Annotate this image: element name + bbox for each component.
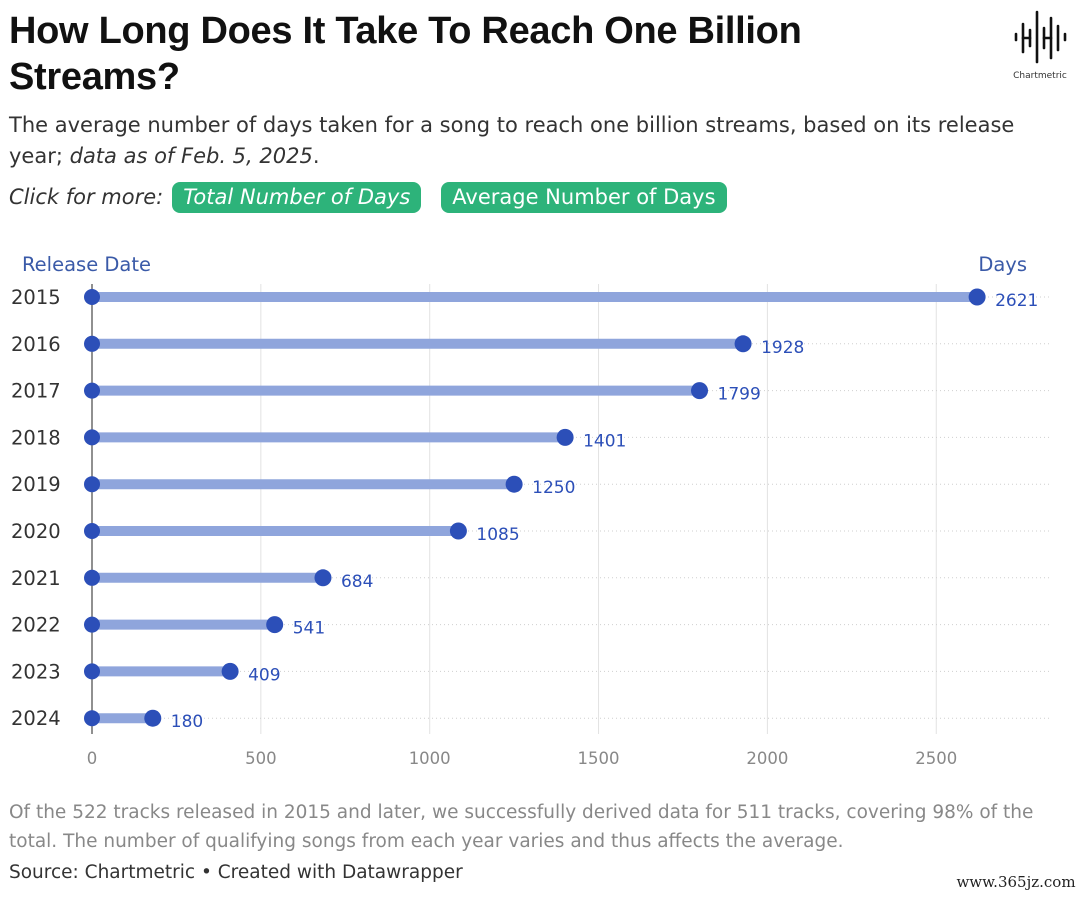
click-for-more-label: Click for more: — [9, 185, 164, 209]
value-label-2022: 541 — [293, 619, 325, 639]
end-dot-2017 — [691, 382, 709, 400]
category-label-2018: 2018 — [11, 426, 61, 449]
watermark: www.365jz.com — [953, 868, 1079, 896]
subtitle-date: data as of Feb. 5, 2025 — [69, 144, 313, 168]
start-dot-2016 — [84, 335, 100, 352]
x-tick-label-2500: 2500 — [915, 749, 957, 768]
end-dot-2022 — [266, 616, 284, 634]
start-dot-2023 — [84, 663, 100, 680]
value-label-2019: 1250 — [532, 478, 575, 498]
subtitle-end: . — [312, 144, 320, 168]
logo-label: Chartmetric — [1013, 71, 1067, 81]
lollipop-chart: Release Date Days 0 500 1000 1500 2000 2500 2015… — [11, 253, 1052, 768]
end-dot-2023 — [221, 662, 239, 680]
value-label-2023: 409 — [248, 665, 280, 685]
start-dot-2015 — [84, 289, 100, 305]
category-label-2019: 2019 — [11, 473, 61, 496]
category-label-2020: 2020 — [11, 520, 61, 543]
footnote: Of the 522 tracks released in 2015 and l… — [9, 802, 1034, 852]
chart-title: How Long Does It Take To Reach One Billi… — [9, 10, 802, 98]
category-label-2024: 2024 — [11, 707, 61, 730]
soundwave-icon — [1014, 10, 1067, 64]
start-dot-2017 — [84, 382, 100, 399]
category-label-2017: 2017 — [11, 380, 61, 403]
x-tick-label-1000: 1000 — [409, 749, 451, 768]
end-dot-2024 — [144, 709, 162, 727]
subtitle-main: The average number of days taken for a s… — [9, 113, 1015, 168]
start-dot-2018 — [84, 429, 100, 446]
start-dot-2024 — [84, 710, 100, 727]
end-dot-2015 — [968, 288, 986, 306]
end-dot-2019 — [505, 475, 523, 493]
end-dot-2020 — [449, 522, 467, 540]
x-axis-header: Days — [978, 253, 1027, 276]
category-label-2023: 2023 — [11, 660, 61, 683]
x-tick-label-0: 0 — [87, 749, 98, 768]
value-label-2018: 1401 — [583, 431, 626, 451]
value-label-2017: 1799 — [718, 385, 761, 405]
value-label-2015: 2621 — [995, 291, 1038, 311]
y-axis-header: Release Date — [22, 253, 151, 276]
end-dot-2021 — [314, 569, 332, 587]
end-dot-2018 — [556, 428, 574, 446]
value-label-2016: 1928 — [761, 338, 804, 358]
source-line: Source: Chartmetric • Created with Dataw… — [9, 862, 463, 883]
category-label-2022: 2022 — [11, 614, 61, 637]
end-dot-2016 — [734, 335, 752, 353]
total-days-link[interactable]: Total Number of Days — [172, 181, 422, 213]
more-links-row: Click for more: Total Number of Days Ave… — [9, 180, 747, 214]
category-label-2021: 2021 — [11, 567, 61, 590]
start-dot-2019 — [84, 476, 100, 493]
chartmetric-logo: Chartmetric — [1008, 8, 1072, 84]
category-label-2015: 2015 — [11, 286, 61, 309]
x-tick-label-1500: 1500 — [578, 749, 620, 768]
x-tick-label-2000: 2000 — [746, 749, 788, 768]
value-label-2021: 684 — [341, 572, 373, 592]
start-dot-2020 — [84, 523, 100, 539]
value-label-2020: 1085 — [476, 525, 519, 545]
value-label-2024: 180 — [171, 712, 203, 732]
average-days-link[interactable]: Average Number of Days — [441, 181, 727, 213]
chart-subtitle: The average number of days taken for a s… — [9, 110, 1059, 172]
category-label-2016: 2016 — [11, 333, 61, 356]
start-dot-2021 — [84, 569, 100, 586]
x-tick-label-500: 500 — [245, 749, 277, 768]
start-dot-2022 — [84, 616, 100, 633]
